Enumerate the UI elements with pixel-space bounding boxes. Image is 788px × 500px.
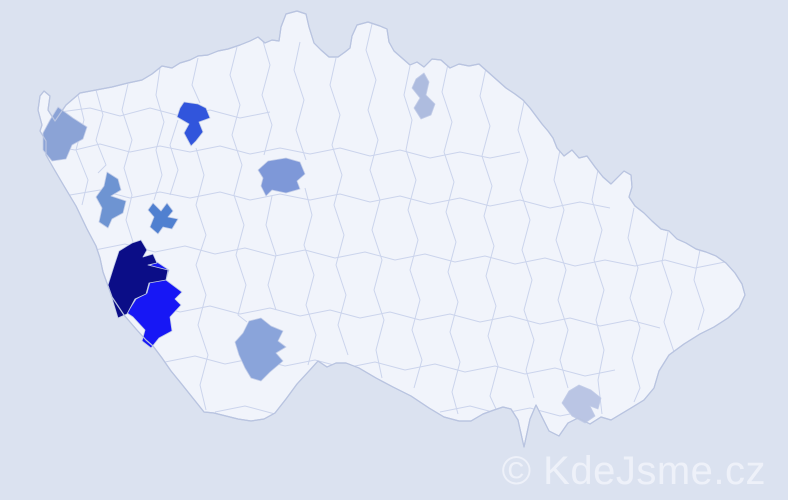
highlighted-district-southeast-light[interactable] — [561, 384, 602, 424]
highlighted-district-west-tall[interactable] — [95, 171, 127, 229]
highlighted-districts — [42, 72, 602, 424]
highlighted-district-north[interactable] — [176, 101, 211, 147]
highlighted-district-central[interactable] — [257, 157, 306, 197]
highlighted-district-south[interactable] — [234, 317, 287, 382]
country-coast-outline — [37, 10, 746, 448]
district-borders — [47, 23, 726, 417]
highlighted-district-southwest-navy[interactable] — [107, 239, 169, 319]
highlighted-district-northeast-light[interactable] — [411, 72, 436, 120]
highlighted-district-west-small[interactable] — [147, 202, 179, 235]
highlighted-district-southwest-bright[interactable] — [126, 261, 183, 349]
